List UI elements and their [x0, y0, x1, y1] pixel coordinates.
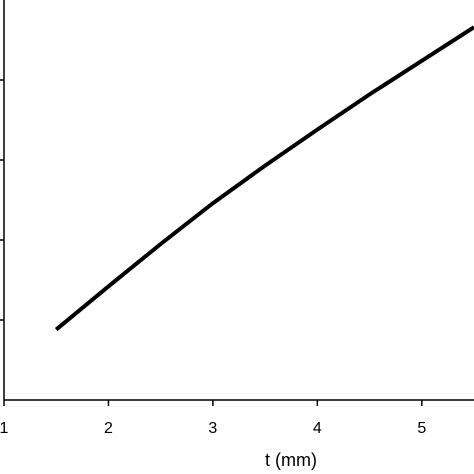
x-tick-label: 4: [313, 420, 322, 437]
x-tick-label: 2: [104, 420, 113, 437]
y-ticks: [0, 79, 4, 321]
series-layer: [54, 25, 474, 332]
x-axis-title: t (mm): [265, 450, 317, 470]
x-ticks: 1 2 3 4 5: [0, 400, 426, 437]
x-tick-label: 3: [208, 420, 217, 437]
plot-area: 1 2 3 4 5: [0, 0, 474, 437]
x-tick-label: 5: [417, 420, 426, 437]
x-tick-label: 1: [0, 420, 9, 437]
series-line: [54, 25, 474, 332]
